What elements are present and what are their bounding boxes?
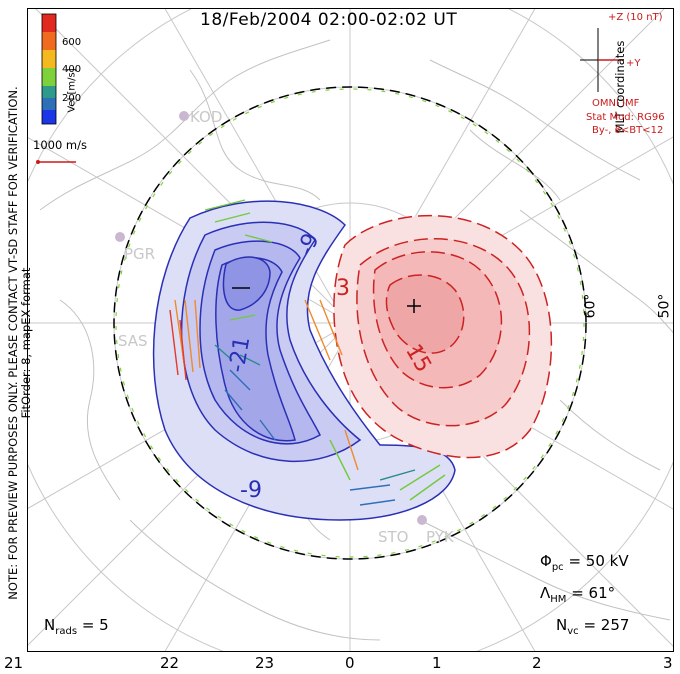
- velocity-colorbar: [41, 13, 57, 125]
- imf-y-label: +Y: [626, 58, 641, 69]
- velocity-vectors: [169, 199, 446, 506]
- radar-label: PYK: [426, 528, 454, 546]
- coordinate-label: MLT coordinates: [613, 40, 627, 134]
- radar-markers: [115, 111, 427, 525]
- colorbar-tick: 400: [62, 64, 82, 75]
- preview-note-line2: FitOrder: 8, mapEX format: [19, 267, 33, 419]
- radar-label: STO: [378, 528, 409, 546]
- stat-n-rads: Nrads = 5: [44, 616, 109, 637]
- mlt-tick: 22: [160, 654, 180, 672]
- latitude-label: 50°: [656, 293, 673, 319]
- radar-label: SAS: [118, 332, 148, 350]
- velocity-scale-label: 1000 m/s: [33, 138, 87, 152]
- stat-lambda-hm: ΛHM = 61°: [540, 584, 616, 605]
- colorbar-tick: 200: [62, 93, 82, 104]
- imf-condition: By-, 6<BT<12: [592, 125, 664, 136]
- stat-phi-pc: Φpc = 50 kV: [540, 552, 629, 573]
- mlt-tick: 1: [432, 654, 442, 672]
- mlt-tick: 21: [4, 654, 24, 672]
- stat-n-vc: Nvc = 257: [556, 616, 630, 637]
- positive-cell: [333, 214, 553, 459]
- radar-label: PGR: [124, 245, 156, 263]
- negative-cell: [152, 200, 456, 521]
- map-frame: [27, 8, 674, 652]
- imf-model: Stat Mod: RG96: [586, 112, 665, 123]
- hm-boundary: [113, 86, 587, 560]
- radar-label: KOD: [190, 108, 223, 126]
- imf-source: OMNI IMF: [592, 98, 640, 109]
- contour-label: -9: [240, 478, 262, 503]
- mlt-tick: 2: [532, 654, 542, 672]
- latitude-label: 60°: [582, 293, 599, 319]
- colorbar-tick: 600: [62, 37, 82, 48]
- mlt-tick: 3: [663, 654, 673, 672]
- contour-label: 3: [336, 276, 350, 301]
- imf-z-label: +Z (10 nT): [608, 12, 663, 23]
- preview-note: NOTE: FOR PREVIEW PURPOSES ONLY. PLEASE …: [6, 23, 33, 663]
- plot-title: 18/Feb/2004 02:00-02:02 UT: [200, 10, 458, 30]
- mlt-tick: 23: [255, 654, 275, 672]
- mlt-tick: 0: [345, 654, 355, 672]
